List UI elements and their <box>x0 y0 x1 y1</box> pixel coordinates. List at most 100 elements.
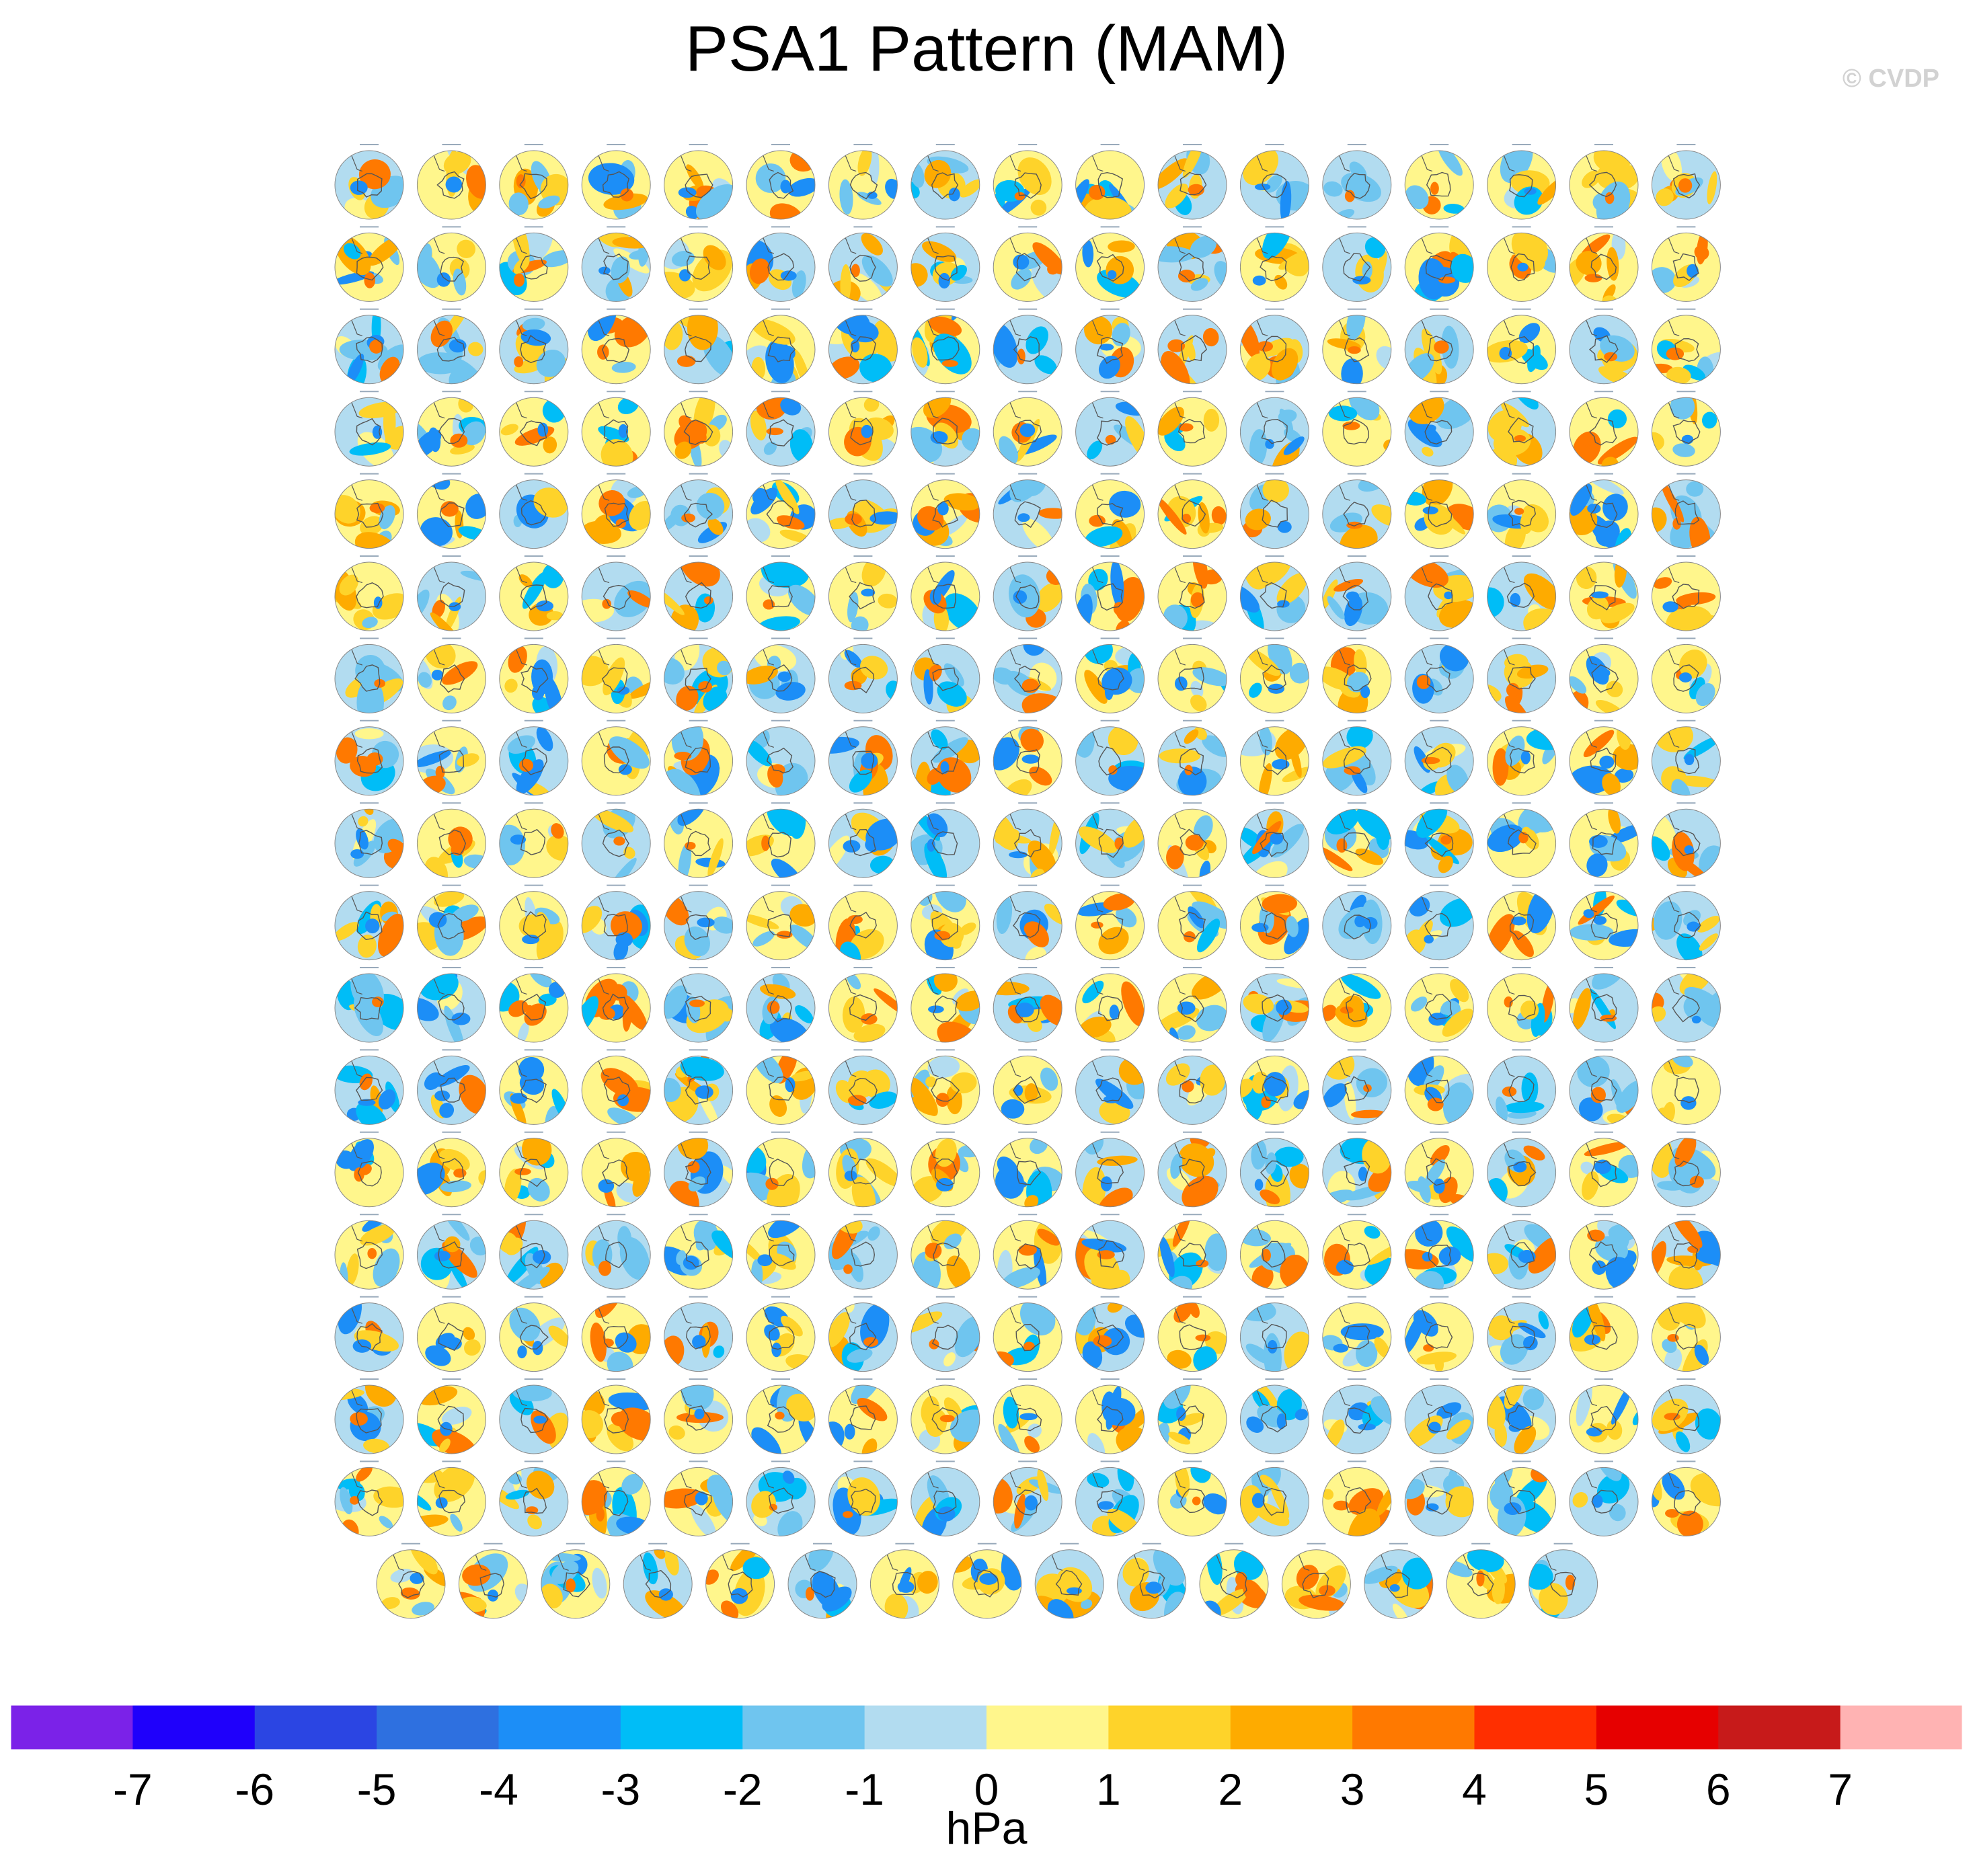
map-border <box>416 232 486 302</box>
coastline <box>596 234 610 254</box>
anomaly-blob <box>1341 358 1363 384</box>
map-border <box>1569 397 1639 467</box>
map-panel <box>1487 226 1557 302</box>
coastline <box>356 418 381 446</box>
coastline <box>1090 234 1104 254</box>
anomaly-blob <box>763 441 777 455</box>
coastline <box>436 336 465 362</box>
map-panel <box>1157 391 1227 467</box>
anomaly-blob <box>674 441 692 459</box>
map-border <box>1075 232 1145 302</box>
coastline <box>1015 420 1042 446</box>
map-border <box>1157 397 1227 467</box>
coastline <box>1343 253 1371 282</box>
anomaly-blob <box>922 241 957 262</box>
anomaly-blob <box>840 264 851 302</box>
anomaly-blob <box>1158 158 1189 190</box>
coastline <box>350 399 362 419</box>
map-panel <box>1487 144 1557 220</box>
map-panel <box>581 308 651 385</box>
map-border <box>581 315 651 385</box>
colorbar-box <box>1718 1705 1841 1750</box>
coastline <box>1181 335 1208 362</box>
map-border <box>499 150 569 220</box>
coastline <box>932 418 958 444</box>
anomaly-blob <box>672 251 695 267</box>
coastline <box>926 399 939 419</box>
anomaly-blob <box>929 316 962 337</box>
map-panel <box>581 391 651 467</box>
coastline <box>439 502 465 528</box>
colorbar-box <box>742 1705 865 1750</box>
coastline <box>356 173 383 198</box>
coastline <box>761 234 774 254</box>
coastline <box>1502 152 1515 172</box>
anomaly-blob <box>520 329 551 346</box>
coastline <box>350 317 362 336</box>
coastline <box>1584 152 1597 172</box>
map-panel <box>581 144 651 220</box>
coastline <box>520 500 547 526</box>
map-panel <box>746 391 816 467</box>
coastline <box>1666 399 1680 419</box>
coastline <box>1008 317 1021 336</box>
map-panel <box>1569 308 1639 385</box>
map-panel <box>416 391 486 467</box>
map-panel <box>334 473 404 549</box>
map-panel <box>746 308 816 385</box>
coastline <box>1262 173 1287 198</box>
anomaly-core <box>1254 183 1271 191</box>
anomaly-blob <box>1527 345 1541 373</box>
map-border <box>1651 315 1721 385</box>
coastline <box>1672 253 1699 281</box>
anomaly-blob <box>1017 157 1052 196</box>
map-border <box>993 232 1062 302</box>
anomaly-blob <box>1087 440 1103 460</box>
map-panel <box>1404 308 1474 385</box>
anomaly-blob <box>1593 151 1634 172</box>
anomaly-core <box>1252 275 1266 286</box>
map-panel <box>911 144 980 220</box>
map-panel <box>911 391 980 467</box>
coastline <box>603 419 629 444</box>
map-panel <box>1239 144 1309 220</box>
coastline <box>1262 336 1287 362</box>
map-border <box>746 397 816 467</box>
anomaly-blob <box>839 179 853 215</box>
anomaly-blob <box>1182 151 1204 178</box>
anomaly-blob <box>1421 328 1442 375</box>
anomaly-core <box>364 272 376 288</box>
anomaly-core <box>1342 421 1360 430</box>
coastline <box>1173 234 1186 254</box>
coastline <box>1260 256 1287 282</box>
map-panel <box>416 473 486 549</box>
anomaly-core <box>1352 276 1371 285</box>
coastline <box>931 172 959 200</box>
anomaly-blob <box>1262 233 1292 259</box>
map-panel <box>334 226 404 302</box>
map-panel <box>416 308 486 385</box>
anomaly-core <box>620 188 633 202</box>
coastline <box>1672 420 1701 444</box>
anomaly-blob <box>587 315 617 342</box>
coastline <box>1008 399 1021 419</box>
coastline <box>1338 399 1350 419</box>
anomaly-blob <box>685 205 699 219</box>
anomaly-core <box>1430 182 1439 195</box>
anomaly-blob <box>453 268 467 296</box>
anomaly-blob <box>780 397 802 416</box>
coastline <box>849 336 876 361</box>
anomaly-blob <box>1202 327 1219 347</box>
coastline <box>432 481 445 501</box>
cvdp-watermark: © CVDP <box>1842 65 1939 93</box>
anomaly-blob <box>522 317 545 331</box>
map-border <box>1239 397 1309 467</box>
coastline <box>679 317 692 336</box>
coastline <box>1502 317 1515 336</box>
coastline <box>1672 173 1701 199</box>
coastline <box>356 256 384 281</box>
coastline <box>1173 317 1186 336</box>
colorbar-box <box>1474 1705 1597 1750</box>
coastline <box>1427 336 1453 362</box>
